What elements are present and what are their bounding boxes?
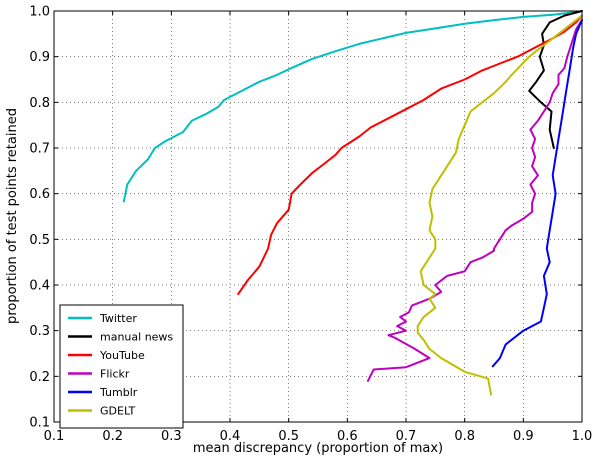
series-line-tumblr: [491, 19, 583, 368]
legend-label: GDELT: [100, 405, 136, 418]
y-tick-label: 0.7: [29, 142, 50, 157]
x-tick-label: 0.9: [513, 429, 534, 444]
y-tick-label: 0.5: [29, 233, 50, 248]
x-tick-label: 1.0: [572, 429, 593, 444]
legend-label: manual news: [100, 331, 173, 344]
x-tick-label: 0.3: [161, 429, 182, 444]
series-line-gdelt: [416, 14, 583, 396]
series-line-twitter: [122, 10, 583, 203]
y-tick-labels: 0.1 0.2 0.3 0.4 0.5 0.6 0.7 0.8 0.9 1.0: [29, 5, 50, 431]
y-tick-label: 0.4: [29, 279, 50, 294]
series-line-flickr: [366, 19, 583, 382]
y-tick-label: 0.3: [29, 324, 50, 339]
legend: Twitter manual news YouTube Flickr Tumblr GDE…: [59, 304, 184, 429]
x-tick-label: 0.7: [396, 429, 417, 444]
x-tick-label: 0.6: [337, 429, 358, 444]
y-tick-label: 0.9: [29, 50, 50, 65]
x-tick-label: 0.8: [454, 429, 475, 444]
legend-label: Twitter: [99, 312, 137, 325]
legend-label: Tumblr: [99, 386, 138, 399]
legend-label: Flickr: [100, 368, 130, 381]
x-tick-label: 0.2: [102, 429, 123, 444]
x-tick-label: 0.5: [278, 429, 299, 444]
y-axis-label: proportion of test points retained: [5, 108, 20, 324]
legend-box: [59, 304, 184, 429]
x-tick-labels: 0.1 0.2 0.3 0.4 0.5 0.6 0.7 0.8 0.9 1.0: [44, 429, 593, 444]
x-axis-label: mean discrepancy (proportion of max): [193, 441, 443, 456]
y-tick-label: 0.1: [29, 416, 50, 431]
y-tick-label: 0.2: [29, 370, 50, 385]
series-line-manual-news: [528, 10, 583, 149]
legend-label: YouTube: [99, 349, 145, 362]
series-lines: [122, 10, 583, 396]
y-tick-label: 0.6: [29, 187, 50, 202]
series-line-youtube: [237, 14, 583, 296]
plot-area-frame: [53, 10, 583, 423]
y-tick-label: 0.8: [29, 96, 50, 111]
y-tick-label: 1.0: [29, 5, 50, 20]
axis-ticks: [53, 10, 583, 423]
x-tick-label: 0.1: [44, 429, 65, 444]
x-tick-label: 0.4: [220, 429, 241, 444]
